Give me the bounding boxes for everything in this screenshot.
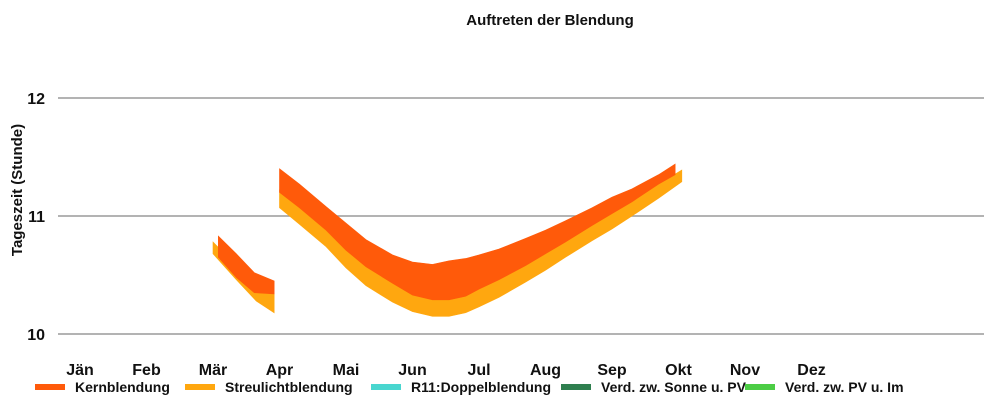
legend-label-verd-zw-pv-u-im: Verd. zw. PV u. Im: [785, 379, 904, 395]
legend-swatch-verd-zw-pv-u-im: [745, 384, 775, 390]
x-tick-label: Mai: [333, 362, 360, 379]
legend-swatch-r11-doppelblendung: [371, 384, 401, 390]
legend-label-verd-zw-sonne-u-pv: Verd. zw. Sonne u. PV: [601, 379, 747, 395]
x-tick-label: Sep: [597, 362, 627, 379]
legend-label-r11-doppelblendung: R11:Doppelblendung: [411, 379, 551, 395]
legend-swatch-verd-zw-sonne-u-pv: [561, 384, 591, 390]
x-tick-label: Apr: [266, 362, 294, 379]
y-tick-label: 12: [27, 91, 45, 108]
legend-label-kernblendung: Kernblendung: [75, 379, 170, 395]
x-tick-label: Jän: [66, 362, 94, 379]
x-tick-label: Jun: [398, 362, 426, 379]
x-tick-label: Jul: [467, 362, 490, 379]
x-tick-label: Nov: [730, 362, 760, 379]
legend-swatch-kernblendung: [35, 384, 65, 390]
y-axis-label: Tageszeit (Stunde): [9, 124, 26, 256]
band-kernblendung-1: [279, 163, 676, 301]
x-tick-label: Aug: [530, 362, 561, 379]
chart-title: Auftreten der Blendung: [466, 12, 634, 29]
y-axis-ticks: 10 11 12: [27, 91, 45, 344]
y-tick-label: 11: [28, 209, 45, 226]
x-tick-label: Mär: [199, 362, 227, 379]
y-tick-label: 10: [27, 327, 45, 344]
x-tick-label: Okt: [665, 362, 692, 379]
x-tick-label: Dez: [797, 362, 825, 379]
x-axis-ticks: Jän Feb Mär Apr Mai Jun Jul Aug Sep Okt Nov Dez: [66, 362, 826, 379]
gridlines: [58, 97, 984, 335]
plot-area: [212, 163, 683, 317]
x-tick-label: Feb: [132, 362, 161, 379]
legend-label-streulichtblendung: Streulichtblendung: [225, 379, 353, 395]
legend: Kernblendung Streulichtblendung R11:Doppel…: [35, 379, 904, 395]
legend-swatch-streulichtblendung: [185, 384, 215, 390]
band-kernblendung-0: [218, 235, 275, 295]
